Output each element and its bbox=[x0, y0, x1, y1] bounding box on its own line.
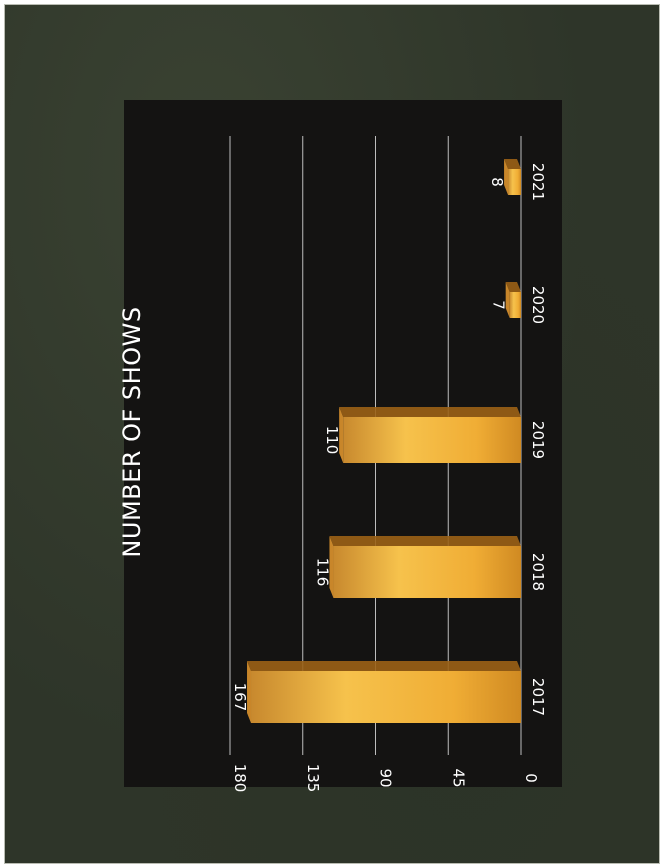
bar-2019 bbox=[343, 417, 521, 463]
bar-cap-2020 bbox=[505, 282, 510, 318]
bar-cap-2021 bbox=[504, 159, 509, 195]
data-label-2018: 116 bbox=[313, 558, 331, 587]
bars bbox=[247, 159, 521, 723]
y-tick-label: 0 bbox=[522, 773, 540, 783]
y-tick-label: 45 bbox=[449, 768, 467, 787]
category-label-2018: 2018 bbox=[529, 553, 547, 591]
bar-depth-2018 bbox=[329, 536, 521, 546]
category-label-2019: 2019 bbox=[529, 421, 547, 459]
y-tick-label: 180 bbox=[231, 764, 249, 793]
bar-2017 bbox=[251, 671, 521, 723]
data-label-2019: 110 bbox=[323, 426, 341, 455]
bar-cap-2019 bbox=[339, 407, 344, 463]
bar-depth-2019 bbox=[339, 407, 521, 417]
bar-depth-2020 bbox=[505, 282, 521, 292]
bar-depth-2021 bbox=[504, 159, 521, 169]
y-tick-label: 90 bbox=[377, 768, 395, 787]
bar-2021 bbox=[508, 169, 521, 195]
bar-cap-2017 bbox=[247, 661, 252, 723]
chart-title: NUMBER OF SHOWS bbox=[118, 306, 146, 557]
category-label-2020: 2020 bbox=[529, 286, 547, 324]
labels: 0 45 90 135 180 167 2017 116 2018 110 2019 7 2020 8 20… bbox=[231, 163, 547, 792]
bar-cap-2018 bbox=[329, 536, 334, 598]
data-label-2021: 8 bbox=[488, 177, 506, 187]
data-label-2017: 167 bbox=[231, 683, 249, 712]
bar-2018 bbox=[333, 546, 521, 598]
data-label-2020: 7 bbox=[490, 300, 508, 310]
category-label-2021: 2021 bbox=[529, 163, 547, 201]
category-label-2017: 2017 bbox=[529, 678, 547, 716]
bar-2020 bbox=[509, 292, 521, 318]
bar-depth-2017 bbox=[247, 661, 521, 671]
y-tick-label: 135 bbox=[304, 764, 322, 793]
